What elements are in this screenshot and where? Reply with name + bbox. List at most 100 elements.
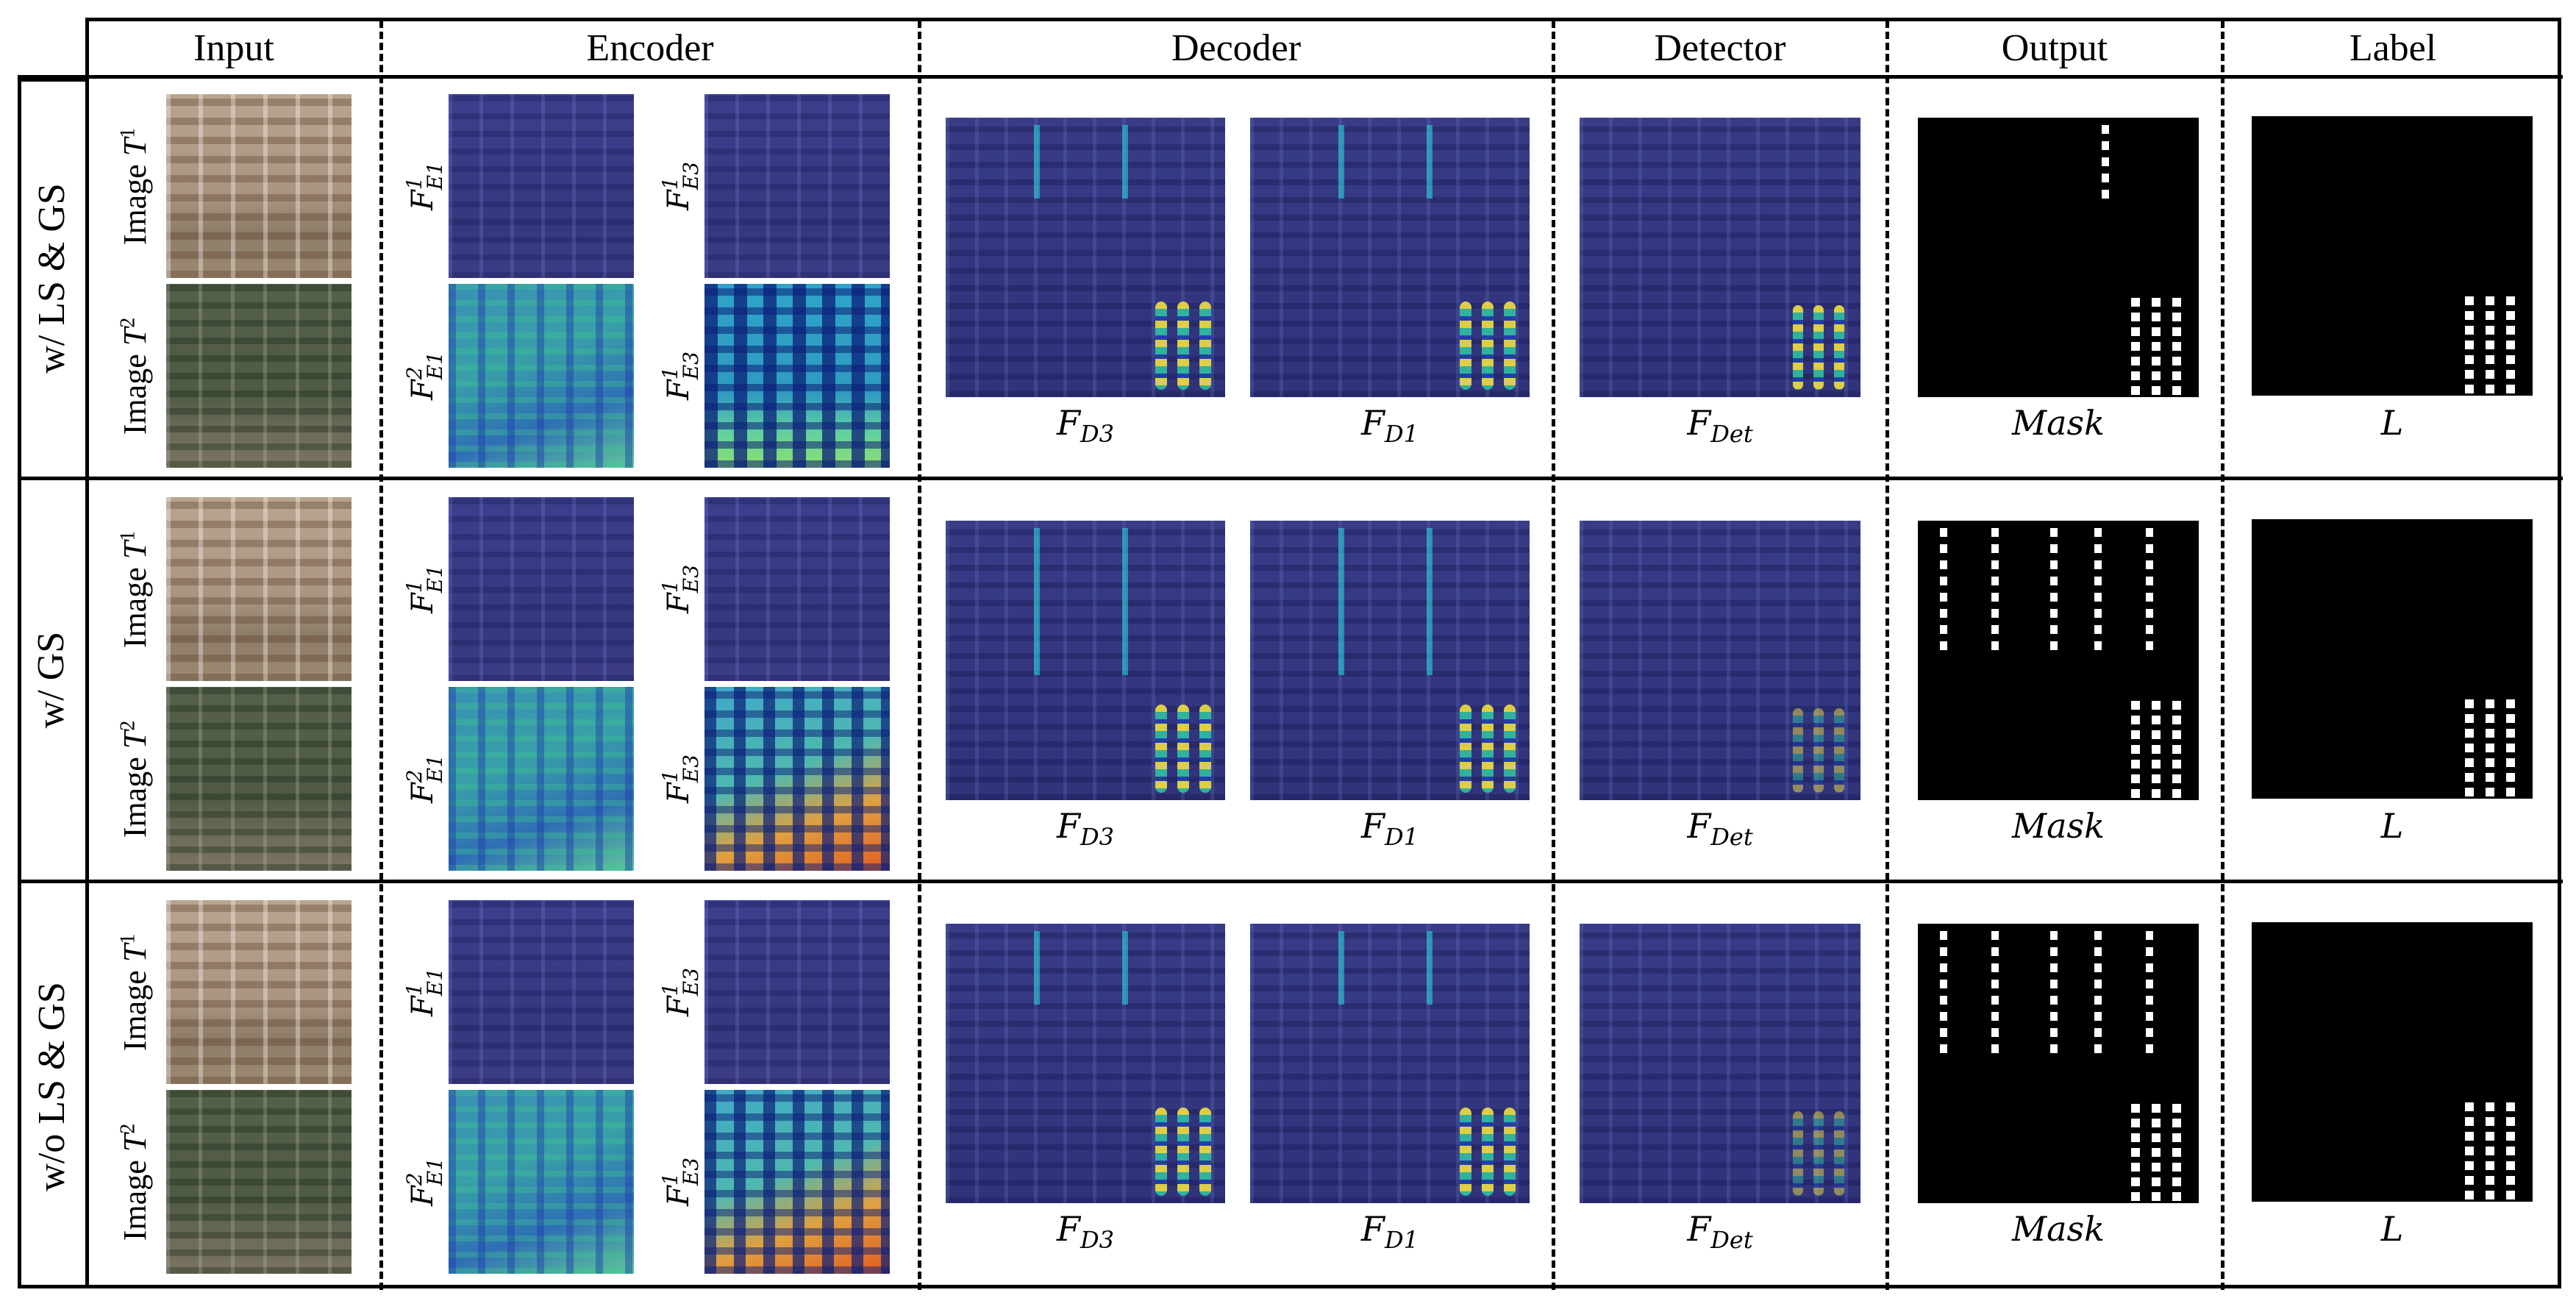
label-pixel xyxy=(2506,296,2515,305)
caption-mask: Mask xyxy=(2011,806,2105,846)
mask-pixel xyxy=(2094,641,2102,650)
mask-pixel xyxy=(1940,641,1947,650)
mask-pixel xyxy=(2094,1044,2102,1053)
encoder-fe3-t2 xyxy=(704,1090,890,1274)
mask-pixel xyxy=(2146,609,2153,618)
decoder-hotspot xyxy=(1460,705,1471,793)
detector-map xyxy=(1580,924,1860,1203)
label-pixel xyxy=(2506,729,2515,738)
mask-pixel xyxy=(2152,357,2161,366)
mask-pixel xyxy=(1991,996,1999,1005)
decoder-hotspot xyxy=(1482,1108,1494,1196)
decoder-streak xyxy=(1338,528,1344,675)
mask-pixel xyxy=(2131,386,2140,395)
mask-pixel xyxy=(2050,560,2058,569)
detector-hotspot xyxy=(1813,708,1824,793)
mask-pixel xyxy=(2146,980,2153,988)
col-divider-decoder xyxy=(1552,21,1555,1290)
mask-pixel xyxy=(2146,947,2153,956)
mask-pixel xyxy=(2146,931,2153,940)
caption-label: L xyxy=(2380,1209,2404,1249)
label-pixel xyxy=(2465,370,2474,379)
mask-pixel xyxy=(2172,313,2181,321)
row-label-frame xyxy=(18,78,88,1288)
col-divider-detector xyxy=(1885,21,1889,1290)
label-pixel xyxy=(2465,1102,2474,1111)
label-pixel xyxy=(2465,1161,2474,1170)
detector-hotspot xyxy=(1793,1111,1803,1196)
mask-pixel xyxy=(2131,730,2140,739)
caption-fd1: FD1 xyxy=(1361,1209,1419,1255)
mask-pixel xyxy=(1991,1044,1999,1053)
decoder-streak xyxy=(1338,125,1344,199)
mask-pixel xyxy=(1940,577,1947,585)
decoder-map-fd3 xyxy=(946,521,1225,800)
mask-pixel xyxy=(2094,1012,2102,1021)
label-pixel xyxy=(2465,385,2474,393)
decoder-hotspot xyxy=(1177,705,1189,793)
input-label-t1: Image T1 xyxy=(116,530,154,648)
encoder-label-fe3-t2: F 1 E3 xyxy=(658,1157,703,1207)
mask-pixel xyxy=(2172,1148,2181,1157)
mask-pixel xyxy=(2146,593,2153,602)
col-divider-input xyxy=(379,21,383,1290)
input-label-t2: Image T2 xyxy=(116,1123,154,1241)
mask-pixel xyxy=(1940,544,1947,553)
mask-pixel xyxy=(2131,1133,2140,1142)
detector-hotspot xyxy=(1793,708,1803,793)
decoder-streak xyxy=(1427,931,1433,1005)
decoder-streak xyxy=(1338,931,1344,1005)
header-label: Label xyxy=(2349,26,2437,69)
mask-pixel xyxy=(2152,1133,2161,1142)
mask-pixel xyxy=(2152,342,2161,351)
mask-pixel xyxy=(1940,931,1947,940)
caption-fdet: FDet xyxy=(1687,806,1753,852)
input-label-t1: Image T1 xyxy=(116,127,154,245)
label-pixel xyxy=(2465,744,2474,752)
label-pixel xyxy=(2486,714,2494,723)
encoder-label-fe1-t1: F 1 E1 xyxy=(402,967,447,1017)
caption-fdet: FDet xyxy=(1687,403,1753,449)
mask-pixel xyxy=(1991,947,1999,956)
label-pixel xyxy=(2486,729,2494,738)
label-pixel xyxy=(2506,341,2515,349)
mask-pixel xyxy=(2050,593,2058,602)
row-divider-2 xyxy=(18,880,2563,883)
mask-pixel xyxy=(2152,371,2161,380)
mask-pixel xyxy=(2102,141,2109,150)
mask-pixel xyxy=(1940,947,1947,956)
mask-pixel xyxy=(2146,544,2153,553)
header-input: Input xyxy=(193,26,274,69)
label-pixel xyxy=(2486,1132,2494,1141)
mask-pixel xyxy=(1940,625,1947,634)
mask-pixel xyxy=(2152,701,2161,710)
mask-pixel xyxy=(2094,528,2102,537)
row-label-2: w/ GS xyxy=(30,631,73,728)
label-pixel xyxy=(2506,1176,2515,1185)
mask-pixel xyxy=(2094,980,2102,988)
label-pixel xyxy=(2465,1147,2474,1155)
mask-pixel xyxy=(2172,774,2181,783)
label-pixel xyxy=(2486,326,2494,335)
mask-pixel xyxy=(2094,996,2102,1005)
output-mask xyxy=(1918,118,2199,397)
detector-hotspot xyxy=(1834,1111,1844,1196)
decoder-hotspot xyxy=(1504,1108,1516,1196)
label-pixel xyxy=(2506,370,2515,379)
label-pixel xyxy=(2486,699,2494,708)
mask-pixel xyxy=(2094,931,2102,940)
header-output: Output xyxy=(2001,26,2108,69)
encoder-fe3-t2 xyxy=(704,687,890,871)
label-pixel xyxy=(2486,296,2494,305)
decoder-hotspot xyxy=(1199,302,1211,390)
input-image-t1 xyxy=(166,900,352,1084)
mask-pixel xyxy=(2094,560,2102,569)
encoder-fe1-t2 xyxy=(449,687,634,871)
mask-pixel xyxy=(2050,1012,2058,1021)
label-pixel xyxy=(2465,355,2474,364)
label-pixel xyxy=(2465,341,2474,349)
detector-map xyxy=(1580,118,1860,397)
mask-pixel xyxy=(2152,313,2161,321)
label-pixel xyxy=(2465,1132,2474,1141)
